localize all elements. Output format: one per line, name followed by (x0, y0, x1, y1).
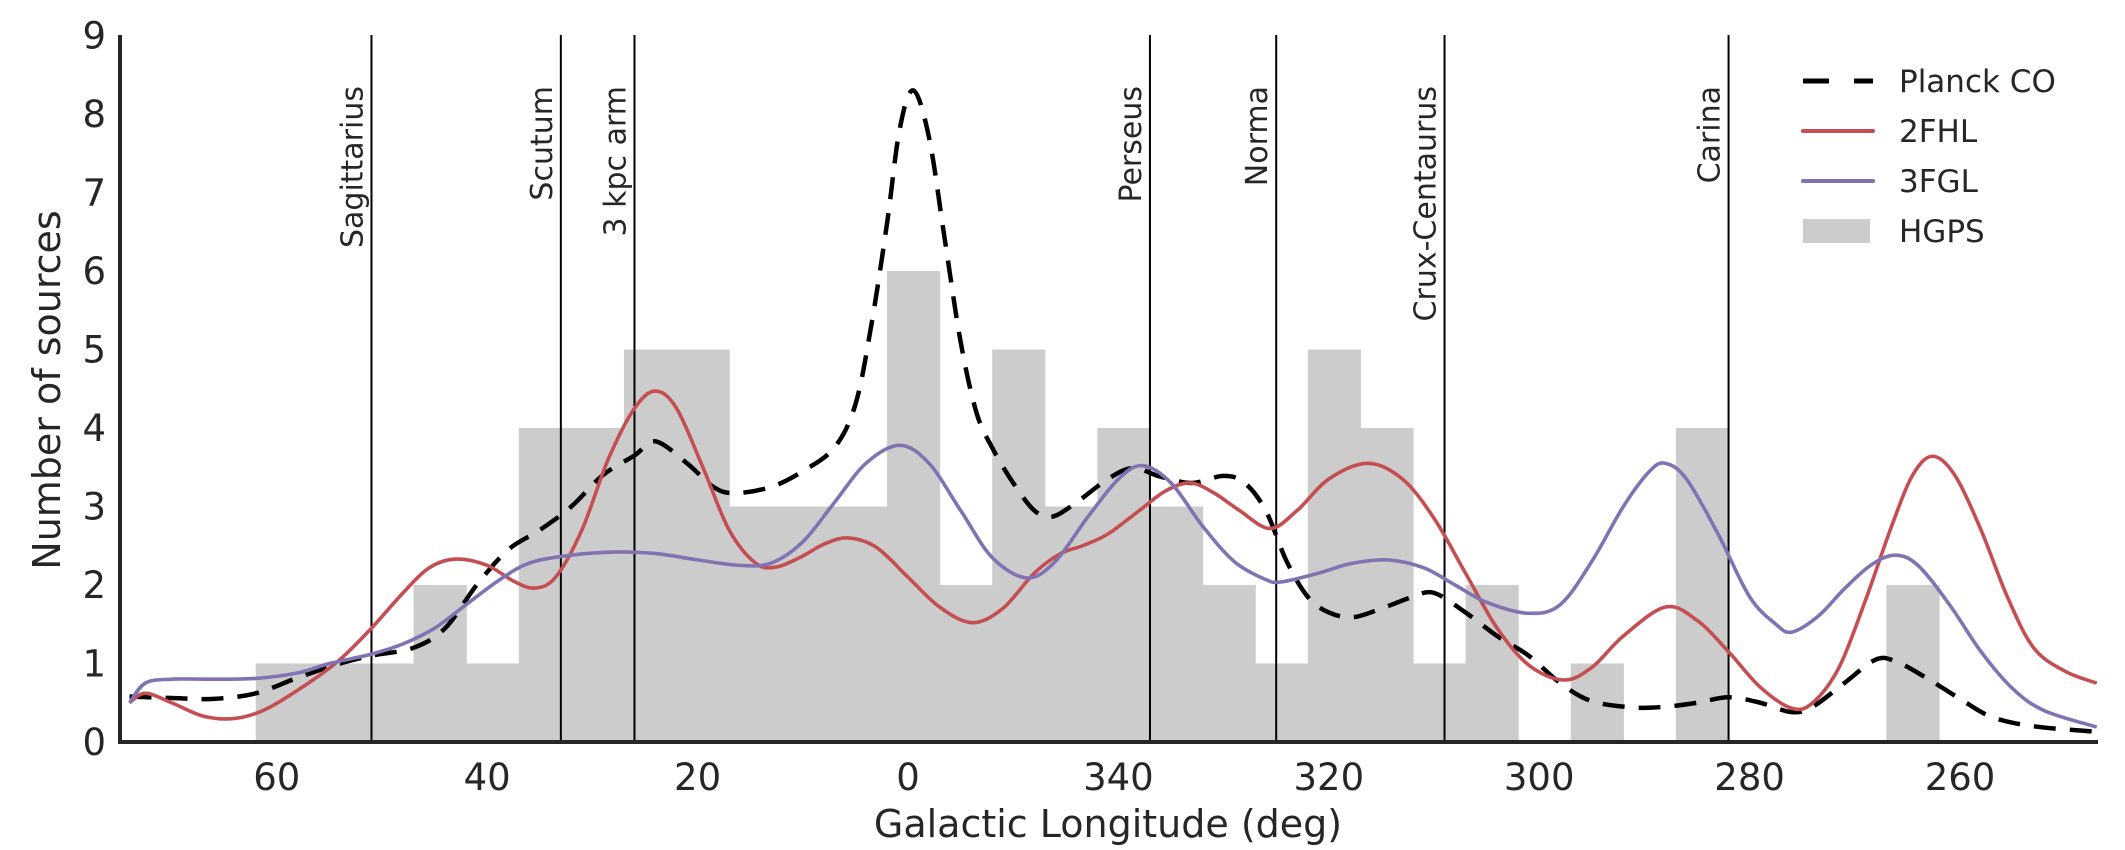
x-tick-label: 260 (1925, 756, 1996, 799)
hgps-bar (1886, 585, 1940, 742)
legend-item: 2FHL (1801, 114, 1978, 150)
y-axis-title: Number of sources (25, 210, 69, 569)
x-tick-label: 300 (1504, 756, 1575, 799)
hgps-bar (1307, 349, 1361, 742)
hgps-bar (992, 349, 1046, 742)
hgps-bar (781, 506, 835, 742)
y-tick-label: 6 (82, 250, 106, 293)
y-tick-label: 2 (82, 564, 106, 607)
arm-label: Crux-Centaurus (1409, 86, 1444, 321)
legend: Planck CO 2FHL 3FGL HGPS (1801, 64, 2056, 250)
x-tick-label: 20 (674, 756, 721, 799)
hgps-bar (1202, 585, 1256, 742)
hgps-bar (571, 428, 625, 742)
hgps-bar (1149, 506, 1204, 742)
arm-label: Perseus (1114, 86, 1149, 203)
hgps-bar (834, 506, 888, 742)
legend-item: HGPS (1803, 214, 1985, 250)
series-line-2fhl (128, 389, 2098, 721)
x-tick-label: 40 (464, 756, 511, 799)
hgps-bar (360, 663, 415, 742)
hgps-bar (466, 663, 520, 742)
hgps-bar (1097, 428, 1151, 742)
hgps-bar (886, 271, 941, 742)
arm-label: Norma (1240, 86, 1275, 186)
spiral-arm-markers: Sagittarius Scutum 3 kpc arm Perseus Norma Cr… (335, 35, 1730, 742)
x-axis-title: Galactic Longitude (deg) (874, 802, 1342, 846)
y-tick-label: 4 (82, 407, 106, 450)
hgps-bar (676, 349, 730, 742)
y-tick-label: 9 (82, 15, 106, 58)
hgps-bar (1044, 506, 1098, 742)
curve-series (128, 88, 2098, 735)
hgps-bar (939, 585, 993, 742)
x-tick-label: 0 (896, 756, 920, 799)
hgps-bar (1255, 663, 1309, 742)
arm-label: 3 kpc arm (598, 86, 633, 236)
x-tick-label: 280 (1714, 756, 1785, 799)
hgps-bar (308, 663, 362, 742)
series-line-3fgl (128, 443, 2098, 729)
legend-label: Planck CO (1899, 64, 2056, 100)
x-tick-label: 340 (1083, 756, 1154, 799)
y-tick-label: 0 (82, 721, 106, 764)
y-tick-labels: 0 1 2 3 4 5 6 7 8 9 (82, 15, 106, 765)
legend-swatch (1803, 219, 1870, 243)
y-tick-label: 5 (82, 329, 106, 372)
y-tick-label: 8 (82, 93, 106, 136)
arm-label: Sagittarius (335, 86, 370, 248)
y-tick-label: 3 (82, 486, 106, 529)
legend-label: 3FGL (1899, 164, 1979, 200)
hgps-bar (1412, 663, 1467, 742)
x-tick-label: 320 (1293, 756, 1364, 799)
arm-label: Carina (1693, 86, 1728, 183)
y-tick-label: 7 (82, 172, 106, 215)
legend-label: 2FHL (1899, 114, 1978, 150)
x-tick-labels: 60 40 20 0 340 320 300 280 260 (253, 756, 1995, 799)
legend-item: Planck CO (1803, 64, 2056, 100)
x-tick-label: 60 (253, 756, 300, 799)
axes (118, 35, 2098, 744)
hgps-bar (1360, 428, 1414, 742)
arm-label: Scutum (525, 86, 560, 201)
hgps-bar (1675, 428, 1730, 742)
hgps-bar (623, 349, 678, 742)
legend-item: 3FGL (1801, 164, 1979, 200)
y-tick-label: 1 (82, 643, 106, 686)
legend-label: HGPS (1899, 214, 1985, 250)
